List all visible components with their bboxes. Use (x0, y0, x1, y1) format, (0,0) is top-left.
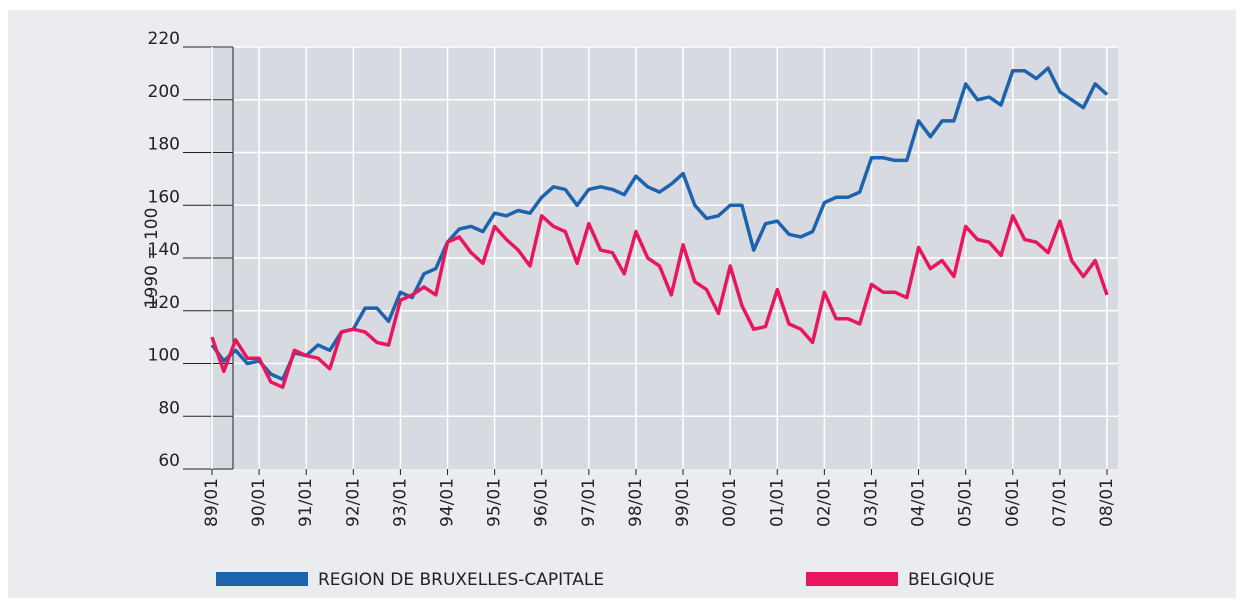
legend-label: REGION DE BRUXELLES-CAPITALE (318, 570, 604, 590)
x-tick-label: 94/01 (438, 478, 458, 527)
x-tick-label: 99/01 (673, 478, 693, 527)
x-tick-label: 91/01 (296, 478, 316, 527)
legend-swatch (216, 572, 308, 586)
data-line (210, 214, 1109, 389)
y-tick-label: 80 (158, 398, 180, 418)
x-tick-label: 06/01 (1003, 478, 1023, 527)
x-tick-label: 08/01 (1097, 478, 1117, 527)
y-tick-label: 60 (158, 451, 180, 471)
x-tick-label: 95/01 (485, 478, 505, 527)
x-tick-label: 93/01 (390, 478, 410, 527)
x-tick-label: 04/01 (909, 478, 929, 527)
x-tick-label: 00/01 (720, 478, 740, 527)
x-tick-label: 03/01 (861, 478, 881, 527)
y-tick-label: 200 (148, 82, 180, 102)
y-tick-label: 220 (148, 29, 180, 49)
x-tick-label: 90/01 (249, 478, 269, 527)
y-tick-label: 100 (148, 346, 180, 366)
x-tick-label: 05/01 (956, 478, 976, 527)
y-tick-label: 160 (148, 187, 180, 207)
y-tick-label: 120 (148, 293, 180, 313)
y-axis-label: 1990 = 100 (142, 208, 162, 309)
y-tick-label: 140 (148, 240, 180, 260)
x-tick-label: 89/01 (202, 478, 222, 527)
x-tick-label: 97/01 (579, 478, 599, 527)
x-tick-label: 96/01 (532, 478, 552, 527)
data-line (210, 66, 1109, 382)
x-tick-label: 98/01 (626, 478, 646, 527)
x-tick-label: 07/01 (1050, 478, 1070, 527)
legend-swatch (806, 572, 898, 586)
y-tick-label: 180 (148, 135, 180, 155)
x-tick-label: 01/01 (767, 478, 787, 527)
legend-label: BELGIQUE (908, 570, 995, 590)
x-tick-label: 02/01 (814, 478, 834, 527)
x-tick-label: 92/01 (343, 478, 363, 527)
